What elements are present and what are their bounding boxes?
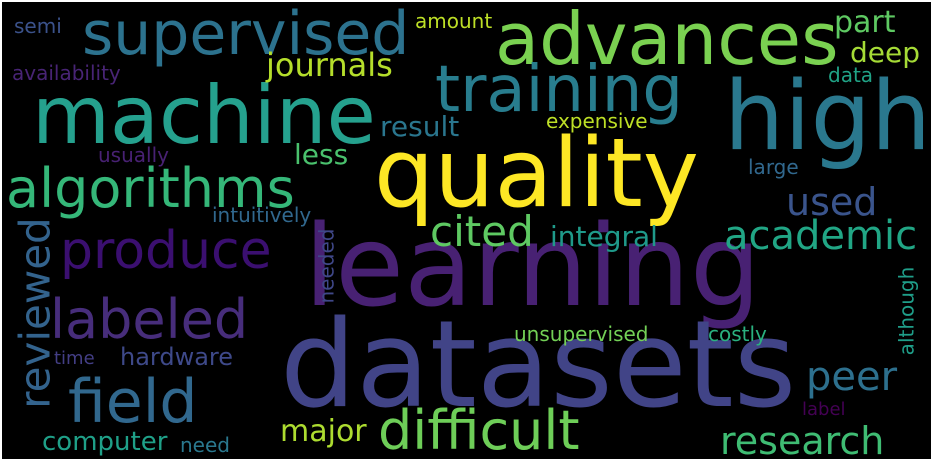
word-supervised: supervised bbox=[82, 2, 410, 69]
word-data: data bbox=[828, 63, 874, 87]
word-training: training bbox=[435, 53, 683, 127]
word-academic: academic bbox=[724, 213, 918, 259]
word-amount: amount bbox=[415, 9, 493, 33]
word-integral: integral bbox=[550, 220, 658, 253]
word-quality: quality bbox=[374, 119, 699, 229]
word-less: less bbox=[294, 138, 349, 171]
word-needed: needed bbox=[314, 228, 339, 304]
word-cited: cited bbox=[430, 207, 534, 256]
word-deep: deep bbox=[850, 36, 920, 69]
word-unsupervised: unsupervised bbox=[514, 322, 649, 346]
word-usually: usually bbox=[98, 143, 169, 167]
word-journals: journals bbox=[266, 46, 393, 84]
word-labeled: labeled bbox=[50, 288, 249, 351]
word-semi: semi bbox=[14, 14, 62, 38]
word-advances: advances bbox=[495, 2, 839, 81]
word-large: large bbox=[748, 155, 799, 179]
word-peer: peer bbox=[806, 354, 898, 400]
word-result: result bbox=[380, 110, 460, 143]
word-costly: costly bbox=[708, 322, 767, 346]
word-hardware: hardware bbox=[120, 343, 234, 371]
word-time: time bbox=[54, 348, 95, 369]
word-learning: learning bbox=[304, 202, 761, 332]
word-machine: machine bbox=[32, 69, 376, 162]
word-although: although bbox=[894, 266, 919, 356]
word-datasets: datasets bbox=[280, 296, 797, 435]
word-algorithms: algorithms bbox=[6, 157, 295, 220]
word-used: used bbox=[786, 180, 878, 224]
word-availability: availability bbox=[12, 61, 121, 85]
word-major: major bbox=[280, 414, 367, 449]
word-difficult: difficult bbox=[378, 399, 580, 459]
word-part: part bbox=[834, 5, 896, 40]
word-label: label bbox=[802, 399, 846, 420]
word-need: need bbox=[180, 433, 230, 457]
word-field: field bbox=[68, 367, 198, 437]
word-produce: produce bbox=[60, 221, 272, 281]
word-reviewed: reviewed bbox=[10, 217, 60, 409]
word-intuitively: intuitively bbox=[212, 203, 312, 227]
word-research: research bbox=[720, 419, 885, 459]
word-high: high bbox=[724, 62, 931, 172]
word-expensive: expensive bbox=[546, 109, 648, 133]
word-computer: computer bbox=[42, 427, 168, 457]
